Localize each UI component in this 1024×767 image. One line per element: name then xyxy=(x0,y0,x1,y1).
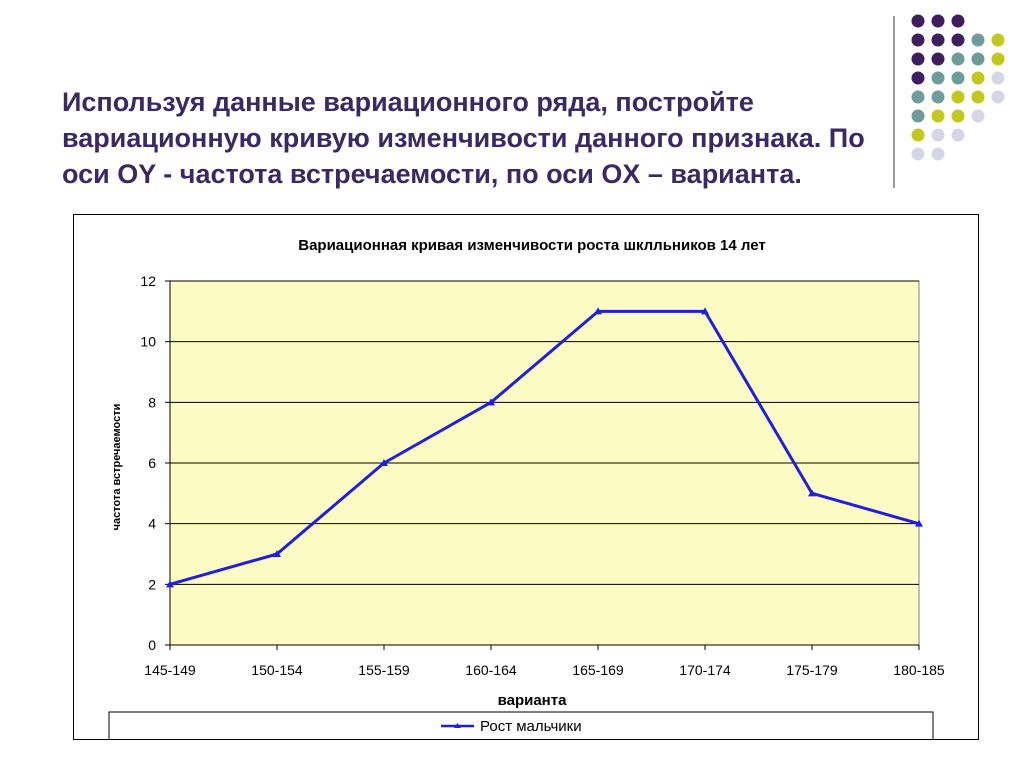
decorative-dot xyxy=(951,90,965,104)
y-tick-label: 6 xyxy=(148,455,156,471)
x-tick-label: 160-164 xyxy=(465,662,517,678)
y-tick-label: 10 xyxy=(140,334,156,350)
x-tick-label: 175-179 xyxy=(786,662,838,678)
decorative-dot xyxy=(991,33,1005,47)
decorative-dot xyxy=(971,71,985,85)
decorative-dot xyxy=(911,33,925,47)
decorative-dot xyxy=(911,147,925,161)
y-tick-label: 8 xyxy=(148,394,156,410)
decorative-dot xyxy=(911,52,925,66)
decorative-dot xyxy=(931,90,945,104)
decorative-dot xyxy=(971,33,985,47)
decorative-dot xyxy=(971,90,985,104)
decorative-dot xyxy=(951,128,965,142)
y-tick-label: 0 xyxy=(148,637,156,653)
x-tick-label: 180-185 xyxy=(893,662,945,678)
decorative-dot xyxy=(911,14,925,28)
data-point xyxy=(808,489,816,497)
decorative-dot xyxy=(991,90,1005,104)
decorative-dot xyxy=(971,109,985,123)
x-axis-label: варианта xyxy=(498,692,567,709)
legend-series-marker xyxy=(454,723,461,728)
series-line xyxy=(169,309,920,586)
decorative-dot xyxy=(951,109,965,123)
x-tick-label: 145-149 xyxy=(144,662,196,678)
chart-frame: Вариационная кривая изменчивости роста ш… xyxy=(73,214,979,741)
decorative-dot xyxy=(931,128,945,142)
decorative-dot xyxy=(911,71,925,85)
decorative-dot xyxy=(991,52,1005,66)
title-divider xyxy=(893,16,895,188)
x-tick-label: 155-159 xyxy=(358,662,410,678)
data-point xyxy=(594,307,602,315)
y-tick-label: 4 xyxy=(148,516,156,532)
slide-title: Используя данные вариационного ряда, пос… xyxy=(62,87,865,189)
data-point xyxy=(487,398,495,406)
decorative-dot xyxy=(931,71,945,85)
data-point xyxy=(380,459,388,466)
decorative-dot xyxy=(931,14,945,28)
decorative-dot xyxy=(951,71,965,85)
decorative-dot xyxy=(931,147,945,161)
chart-title: Вариационная кривая изменчивости роста ш… xyxy=(298,237,765,254)
decorative-dot xyxy=(951,33,965,47)
decorative-dot xyxy=(951,52,965,66)
data-point xyxy=(701,307,709,315)
decorative-dot xyxy=(911,90,925,104)
decorative-dot xyxy=(931,33,945,47)
y-tick-label: 2 xyxy=(148,576,156,592)
decorative-dot xyxy=(951,14,965,28)
decorative-dot xyxy=(911,109,925,123)
decorative-dot xyxy=(971,52,985,66)
data-point xyxy=(166,580,174,588)
y-tick-label: 12 xyxy=(140,273,156,289)
data-point xyxy=(915,519,923,527)
x-tick-label: 170-174 xyxy=(679,662,731,678)
decorative-dot-grid xyxy=(911,14,1005,161)
decorative-dot xyxy=(991,71,1005,85)
decorative-dot xyxy=(931,109,945,123)
legend-box xyxy=(108,711,934,741)
decorative-dot xyxy=(931,52,945,66)
x-tick-label: 150-154 xyxy=(251,662,303,678)
legend-series-label: Рост мальчики xyxy=(480,718,582,735)
x-tick-label: 165-169 xyxy=(572,662,624,678)
y-axis-label: частота встречаемости xyxy=(111,404,123,531)
data-point xyxy=(273,550,281,557)
decorative-dot xyxy=(911,128,925,142)
line-chart: Вариационная кривая изменчивости роста ш… xyxy=(108,237,945,741)
